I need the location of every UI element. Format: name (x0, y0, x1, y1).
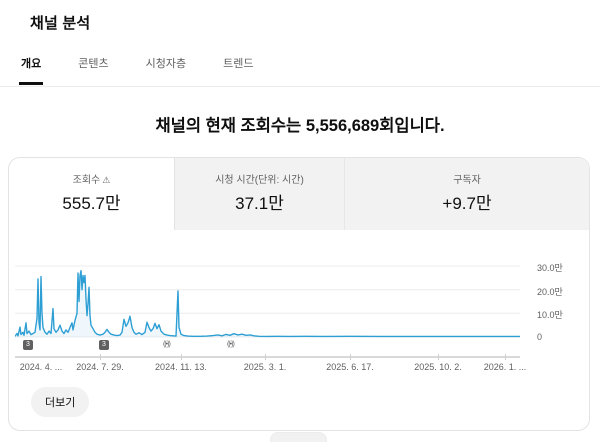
video-count-badge[interactable]: 3 (23, 340, 33, 350)
y-tick-label: 20.0만 (537, 286, 563, 297)
x-tick-label: 2025. 10. 2. (414, 362, 462, 372)
y-tick-label: 10.0만 (537, 310, 563, 321)
live-stream-icon[interactable]: ((•)) (163, 341, 171, 348)
metric-subscribers-value: +9.7만 (442, 194, 492, 213)
metric-watch-time-value: 37.1만 (235, 194, 284, 213)
chart-markers: 3 3 ((•)) ((•)) (15, 340, 520, 352)
metric-cards: 조회수 ⚠ 555.7만 시청 시간(단위: 시간) 37.1만 구독자 +9.7… (9, 158, 589, 230)
views-chart: 30.0만 20.0만 10.0만 0 3 3 ((•)) ((•)) 2024. 4. .… (9, 258, 589, 374)
x-axis-tick (100, 354, 101, 360)
page-title: 채널 분석 (30, 15, 91, 32)
metric-card-watch-time[interactable]: 시청 시간(단위: 시간) 37.1만 (175, 158, 345, 230)
y-tick-label: 0 (537, 332, 543, 342)
page-header: 채널 분석 (0, 0, 600, 33)
tab-audience[interactable]: 시청자층 (145, 58, 187, 70)
x-tick-label: 2024. 11. 13. (155, 362, 207, 372)
views-headline: 채널의 현재 조회수는 5,556,689회입니다. (155, 117, 445, 135)
metric-card-subscribers[interactable]: 구독자 +9.7만 (345, 158, 589, 230)
x-axis-tick (265, 354, 266, 360)
analytics-card: 조회수 ⚠ 555.7만 시청 시간(단위: 시간) 37.1만 구독자 +9.7… (8, 157, 590, 431)
x-axis-tick (438, 354, 439, 360)
x-tick-label: 2024. 7. 29. (76, 362, 124, 372)
x-axis-line[interactable] (15, 354, 520, 360)
metric-watch-time-label: 시청 시간(단위: 시간) (215, 175, 304, 186)
metric-views-value: 555.7만 (62, 194, 121, 213)
tab-overview[interactable]: 개요 (19, 51, 44, 85)
tab-bar: 개요 콘텐츠 시청자층 트렌드 (0, 51, 600, 87)
metric-card-views[interactable]: 조회수 ⚠ 555.7만 (9, 158, 175, 230)
video-count-badge[interactable]: 3 (99, 340, 109, 350)
metric-label: 조회수 ⚠ (9, 171, 174, 186)
next-section-partial-card (270, 432, 327, 442)
x-axis-tick (181, 354, 182, 360)
y-tick-label: 30.0만 (537, 263, 563, 273)
metric-subscribers-label: 구독자 (453, 175, 481, 186)
x-axis-tick (350, 354, 351, 360)
x-tick-label: 2025. 6. 17. (326, 362, 374, 372)
live-stream-icon[interactable]: ((•)) (227, 341, 235, 348)
see-more-button[interactable]: 더보기 (31, 387, 90, 417)
metric-views-label: 조회수 (72, 175, 101, 186)
warning-icon: ⚠ (102, 175, 111, 185)
x-tick-label: 2025. 3. 1. (243, 362, 287, 372)
x-tick-label: 2024. 4. ... (19, 362, 63, 372)
views-line-chart[interactable] (15, 258, 520, 338)
tab-content[interactable]: 콘텐츠 (78, 58, 109, 70)
tab-trends[interactable]: 트렌드 (223, 58, 254, 70)
x-tick-label: 2026. 1. ... (483, 362, 527, 372)
x-axis-tick (505, 354, 506, 360)
